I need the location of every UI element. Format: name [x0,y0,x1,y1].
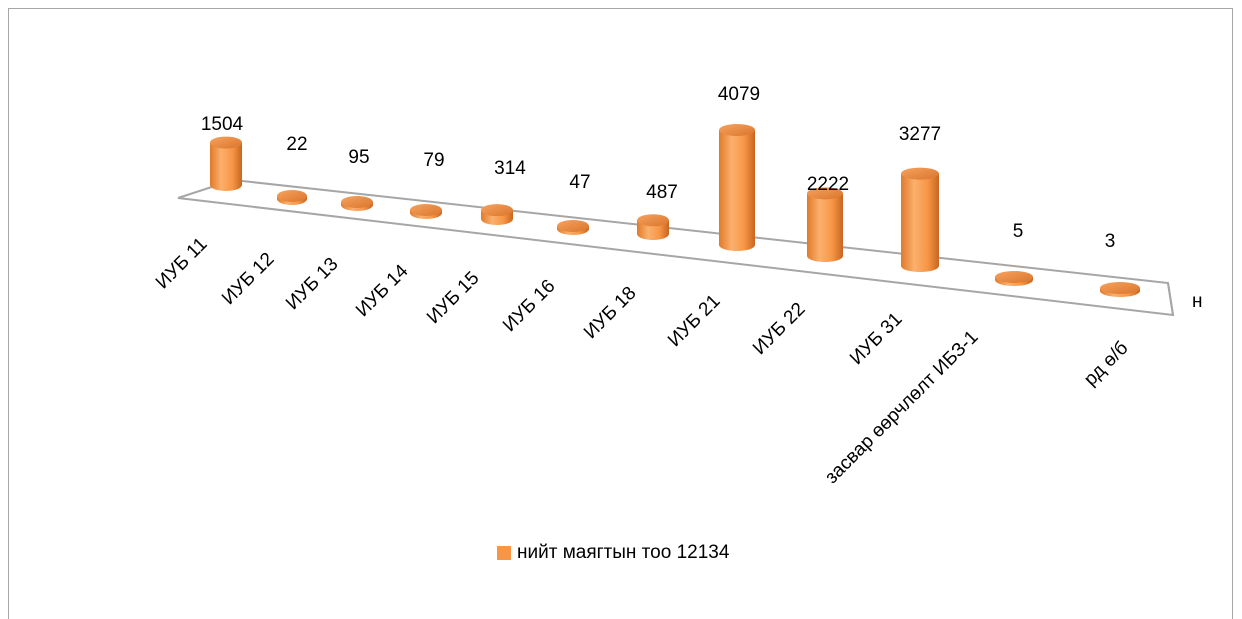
bar-top [557,220,589,232]
bar-3 [341,196,373,211]
bar-7 [637,214,669,240]
category-label: ИУБ 14 [352,260,413,321]
category-label: ИУБ 13 [282,254,343,315]
bar-top [1100,282,1140,294]
bar-11 [995,271,1033,286]
bar-10 [901,167,939,272]
category-label: ИУБ 16 [499,276,560,337]
chart-area [8,8,1233,619]
bar-top [901,167,939,180]
bar-body [210,142,242,191]
category-label: засвар өөрчлөлт ИБЗ-1 [821,327,982,488]
category-label: ИУБ 22 [749,299,810,360]
bar-8 [719,124,755,251]
value-label: 4079 [718,84,760,105]
bar-top [995,271,1033,283]
legend: нийт маягтын тоо 12134 [497,542,729,564]
bar-5 [481,204,513,225]
bar-body [807,193,843,262]
bar-top [719,124,755,136]
bar-body [901,173,939,272]
value-label: 487 [646,182,678,203]
bar-4 [410,204,442,219]
value-label: 22 [286,134,307,155]
value-label: 47 [569,172,590,193]
bar-top [481,204,513,217]
category-label: ИУБ 18 [580,283,641,344]
bar-top [807,187,843,200]
legend-label: нийт маягтын тоо 12134 [517,542,730,563]
bar-9 [807,187,843,262]
category-label: рд ө/б [1080,338,1133,391]
value-label: 2222 [807,174,849,195]
value-label: 79 [423,150,444,171]
bar-top [410,204,442,216]
bar-body [719,130,755,251]
bar-top [210,136,242,149]
bar-2 [277,190,307,205]
category-label: ИУБ 21 [664,291,725,352]
category-label: ИУБ 11 [152,234,212,294]
floor-edge [1167,282,1174,316]
bar-12 [1100,282,1140,297]
value-label: 95 [348,147,369,168]
bar-1 [210,136,242,191]
value-label: 5 [1013,221,1024,242]
bar-top [637,214,669,227]
category-label: ИУБ 15 [423,268,484,329]
category-label: ИУБ 12 [218,249,279,310]
bar-top [341,196,373,208]
value-label: 3277 [899,124,941,145]
bar-6 [557,220,589,235]
value-label: 3 [1105,231,1116,252]
category-label: ИУБ 31 [846,309,907,370]
legend-swatch [497,546,511,560]
value-label: 1504 [201,114,244,135]
bar-top [277,190,307,202]
value-label: 314 [494,158,526,179]
axis-label-right: н [1192,291,1203,312]
